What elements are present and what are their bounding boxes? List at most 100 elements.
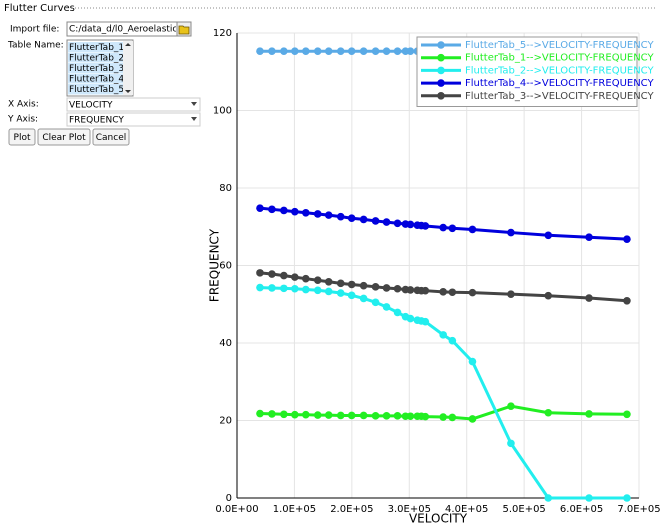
data-point bbox=[448, 336, 457, 345]
data-point bbox=[359, 294, 368, 303]
data-point bbox=[393, 219, 402, 228]
data-point bbox=[324, 287, 333, 296]
data-point bbox=[382, 47, 391, 56]
data-point bbox=[382, 303, 391, 311]
data-point bbox=[421, 286, 430, 295]
data-point bbox=[406, 412, 415, 421]
button[interactable]: Plot bbox=[8, 128, 36, 146]
x-tick-label: 3.0E+05 bbox=[388, 504, 431, 515]
dropdown-arrow bbox=[191, 117, 197, 121]
folder-icon bbox=[178, 25, 190, 35]
list-item-bg[interactable] bbox=[68, 73, 123, 84]
data-point bbox=[544, 494, 553, 502]
data-point bbox=[359, 215, 368, 224]
data-point bbox=[313, 411, 322, 419]
data-point bbox=[382, 284, 391, 292]
data-point bbox=[280, 284, 288, 293]
data-point bbox=[268, 47, 276, 56]
data-point bbox=[448, 413, 457, 422]
legend-label: FlutterTab_1-->VELOCITY-FREQUENCY bbox=[465, 53, 654, 64]
data-point bbox=[291, 47, 299, 56]
data-point bbox=[268, 205, 276, 214]
data-point bbox=[268, 410, 276, 418]
list-scrollbar[interactable] bbox=[123, 41, 133, 95]
y-axis-select[interactable] bbox=[66, 112, 201, 127]
data-point bbox=[313, 47, 322, 56]
button[interactable]: Clear Plot bbox=[37, 128, 91, 146]
y-axis-select-value: FREQUENCY bbox=[69, 116, 124, 126]
data-point bbox=[371, 217, 380, 225]
x-axis-field-label: X Axis: bbox=[8, 100, 39, 110]
legend-label: FlutterTab_4-->VELOCITY-FREQUENCY bbox=[465, 78, 654, 89]
data-point bbox=[336, 279, 345, 288]
browse-button[interactable] bbox=[176, 21, 192, 37]
list-item-bg[interactable] bbox=[68, 94, 123, 105]
list-item-bg[interactable] bbox=[68, 84, 123, 94]
list-item: FlutterTab_4 bbox=[69, 75, 124, 85]
data-point bbox=[336, 289, 345, 297]
button[interactable]: Cancel bbox=[92, 128, 130, 146]
data-point bbox=[585, 294, 593, 302]
button-frame bbox=[8, 128, 36, 146]
data-point bbox=[291, 410, 299, 419]
data-point bbox=[393, 47, 402, 56]
list-item-bg[interactable] bbox=[68, 63, 123, 73]
data-point bbox=[256, 409, 264, 418]
data-point bbox=[439, 331, 447, 339]
data-point bbox=[382, 218, 391, 226]
data-point bbox=[324, 411, 333, 419]
data-point bbox=[301, 410, 310, 419]
data-point bbox=[256, 47, 264, 56]
data-point bbox=[291, 284, 299, 293]
data-point bbox=[393, 308, 402, 317]
y-tick-label: 80 bbox=[219, 183, 232, 194]
legend-marker bbox=[437, 41, 445, 49]
data-point bbox=[324, 277, 333, 286]
data-point bbox=[468, 415, 477, 423]
x-tick-label: 2.0E+05 bbox=[330, 504, 373, 515]
legend-marker bbox=[437, 92, 445, 100]
x-axis-select[interactable] bbox=[66, 97, 201, 112]
legend-marker bbox=[437, 66, 445, 75]
list-item: FlutterTab_2 bbox=[69, 54, 124, 64]
data-point bbox=[623, 296, 631, 305]
data-point bbox=[448, 288, 457, 297]
data-point bbox=[336, 47, 345, 56]
data-point bbox=[313, 210, 322, 218]
data-point bbox=[347, 47, 356, 56]
data-point bbox=[313, 276, 322, 285]
data-point bbox=[507, 439, 515, 448]
x-tick-label: 1.0E+05 bbox=[273, 504, 316, 515]
x-axis-select-value: VELOCITY bbox=[69, 101, 113, 111]
data-point bbox=[324, 47, 333, 56]
data-point bbox=[468, 225, 477, 234]
y-tick-label: 100 bbox=[213, 106, 232, 117]
data-point bbox=[406, 314, 415, 323]
table-list-clip: FlutterTab_1FlutterTab_2FlutterTab_3Flut… bbox=[68, 42, 124, 105]
y-tick-label: 60 bbox=[219, 261, 232, 272]
list-item-bg[interactable] bbox=[68, 52, 123, 63]
data-point bbox=[544, 231, 553, 240]
data-point bbox=[421, 412, 430, 421]
data-point bbox=[406, 47, 415, 56]
legend-label: FlutterTab_3-->VELOCITY-FREQUENCY bbox=[465, 91, 654, 102]
data-point bbox=[347, 411, 356, 420]
data-point bbox=[468, 357, 477, 366]
legend-label: FlutterTab_2-->VELOCITY-FREQUENCY bbox=[465, 65, 654, 76]
data-point bbox=[324, 211, 333, 219]
data-point bbox=[280, 271, 288, 280]
data-point bbox=[439, 413, 447, 421]
data-point bbox=[623, 410, 631, 419]
data-point bbox=[439, 223, 447, 232]
x-tick-label: 0.0E+00 bbox=[215, 504, 258, 515]
legend-marker bbox=[437, 79, 445, 87]
list-item-bg[interactable] bbox=[68, 42, 123, 52]
data-point bbox=[585, 410, 593, 418]
data-point bbox=[268, 284, 276, 292]
button-label: Clear Plot bbox=[42, 133, 86, 143]
data-point bbox=[623, 494, 631, 502]
x-tick-label: 5.0E+05 bbox=[502, 504, 545, 515]
data-point bbox=[359, 47, 368, 56]
data-point bbox=[291, 207, 299, 216]
